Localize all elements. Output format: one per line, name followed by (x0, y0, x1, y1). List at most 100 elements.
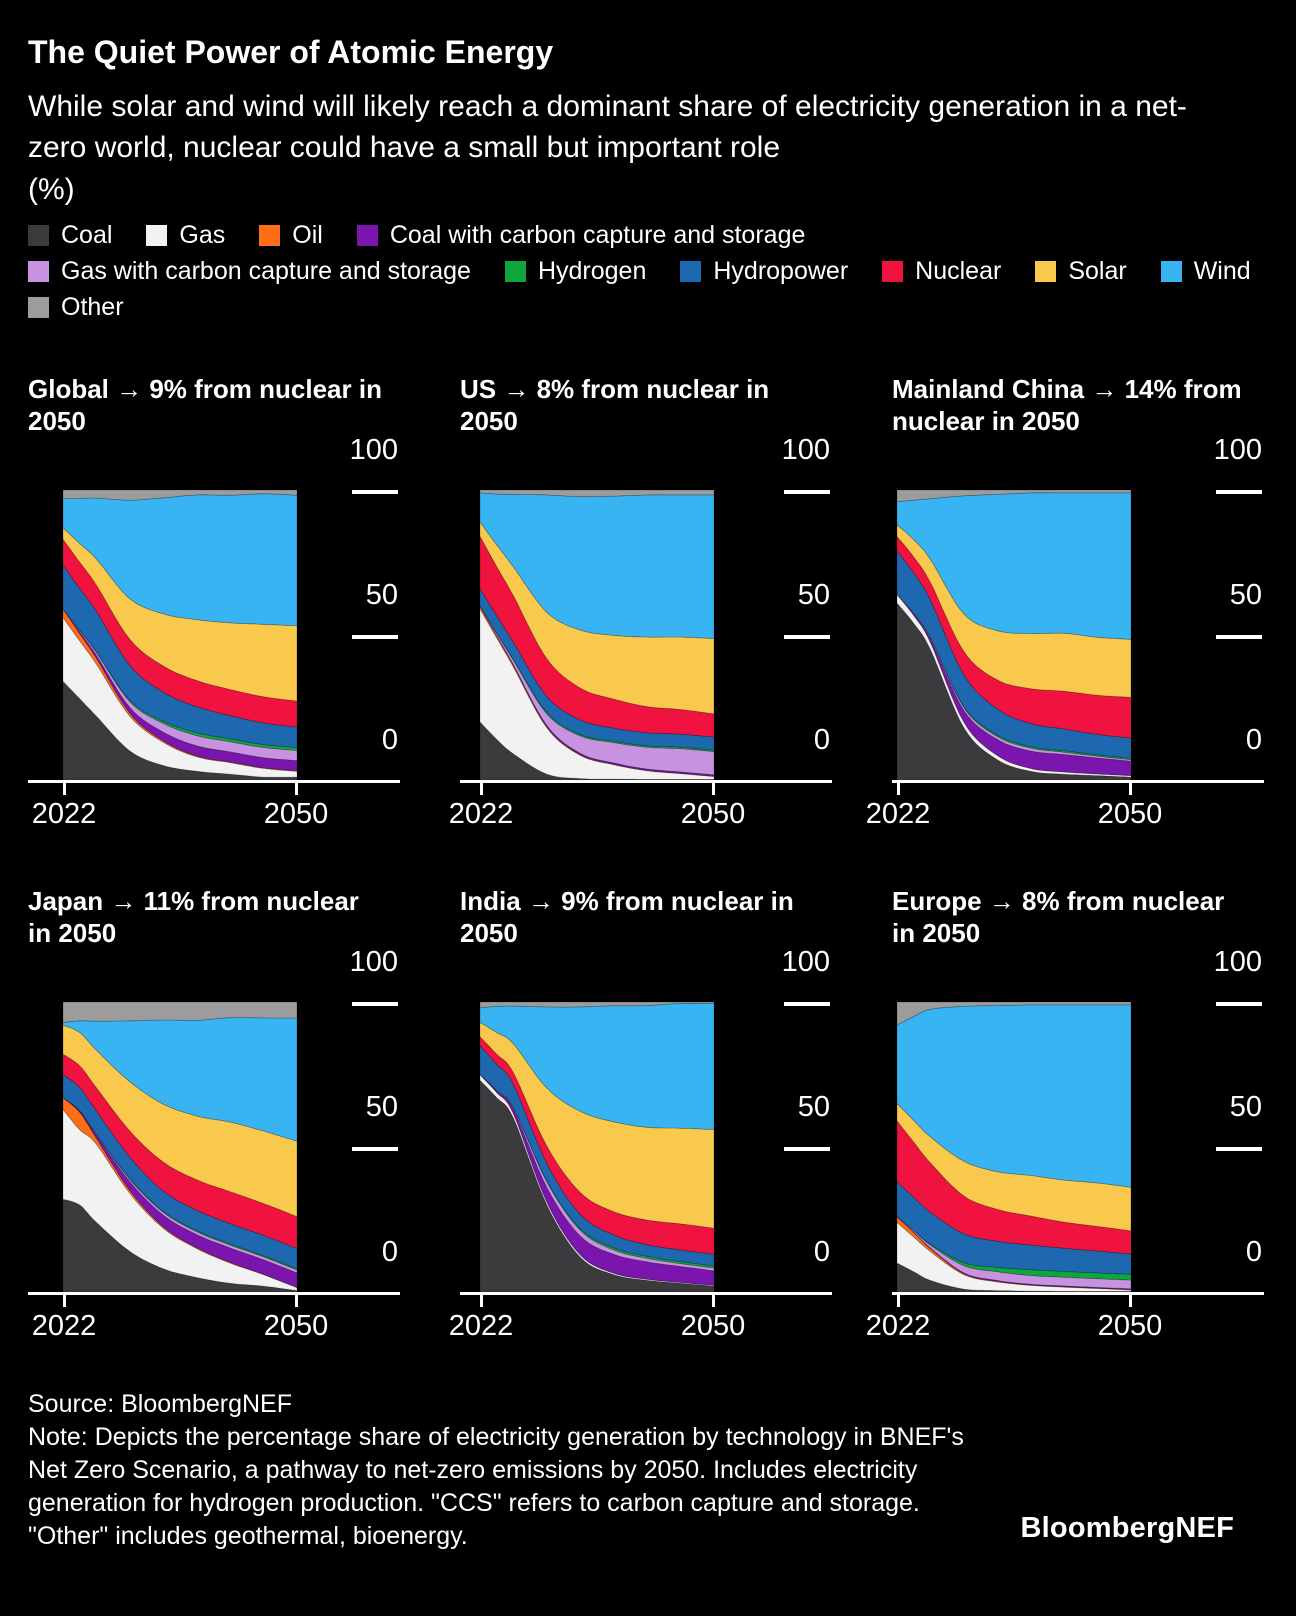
chart-mainland-china: Mainland China → 14% from nuclear in 205… (864, 360, 1296, 872)
area-other (63, 490, 297, 501)
legend-label: Gas with carbon capture and storage (61, 257, 471, 285)
x-axis-line (460, 1292, 832, 1295)
x-axis-tick (1129, 1292, 1132, 1307)
x-axis-label-2050: 2050 (680, 1310, 746, 1342)
x-axis-tick (295, 780, 298, 795)
x-axis-tick (63, 780, 66, 795)
y-axis-tick (784, 1002, 830, 1006)
note-text: Note: Depicts the percentage share of el… (28, 1423, 964, 1550)
area-other (480, 1002, 714, 1009)
area-gas (480, 1073, 714, 1287)
y-axis-label-0: 0 (1245, 724, 1262, 756)
y-axis-label-0: 0 (381, 724, 398, 756)
unit-label: (%) (28, 172, 75, 206)
y-axis-tick (784, 635, 830, 639)
x-axis-line (460, 780, 832, 783)
y-axis-label-100: 100 (1213, 434, 1262, 466)
y-axis-tick (352, 490, 398, 494)
y-axis-label-100: 100 (349, 434, 398, 466)
legend-item-oil: Oil (259, 221, 323, 249)
x-axis-tick (712, 1292, 715, 1307)
area-oil (63, 608, 297, 772)
y-axis-label-50: 50 (1229, 1091, 1262, 1123)
x-axis-tick (897, 780, 900, 795)
legend-swatch-solar-icon (1035, 261, 1057, 282)
y-axis-label-100: 100 (781, 946, 830, 978)
area-other (63, 1002, 297, 1023)
y-axis-tick (1216, 1002, 1262, 1006)
stacked-area-plot-india (480, 1002, 714, 1292)
x-axis-tick (295, 1292, 298, 1307)
chart-title-us: US → 8% from nuclear in 2050 (460, 374, 770, 437)
chart-us: US → 8% from nuclear in 2050 100 50 0 2022 20… (432, 360, 864, 872)
legend-swatch-hydrogen-icon (504, 261, 526, 282)
area-hydropower (480, 587, 714, 751)
legend-label: Wind (1193, 257, 1251, 285)
legend-label: Nuclear (915, 257, 1002, 285)
x-axis-label-2022: 2022 (31, 1310, 97, 1342)
legend-label: Solar (1068, 257, 1127, 285)
page-title: The Quiet Power of Atomic Energy (28, 34, 554, 70)
legend-label: Coal with carbon capture and storage (389, 221, 806, 249)
legend-label: Other (61, 293, 124, 321)
y-axis-tick (784, 490, 830, 494)
y-axis-label-100: 100 (781, 434, 830, 466)
legend-item-wind: Wind (1160, 257, 1251, 285)
y-axis-tick (1216, 490, 1262, 494)
x-axis-tick (63, 1292, 66, 1307)
x-axis-label-2022: 2022 (31, 798, 97, 830)
x-axis-line (28, 780, 400, 783)
legend-item-gas-with-carbon-capture-and-storage: Gas with carbon capture and storage (28, 257, 471, 285)
area-oil (480, 605, 714, 777)
x-axis-label-2050: 2050 (680, 798, 746, 830)
y-axis-tick (352, 635, 398, 639)
area-solar (897, 1102, 1131, 1232)
y-axis-label-100: 100 (349, 946, 398, 978)
legend-label: Hydropower (713, 257, 849, 285)
x-axis-label-2050: 2050 (263, 1310, 329, 1342)
x-axis-tick (897, 1292, 900, 1307)
area-other (480, 490, 714, 498)
source-line: Source: BloombergNEF (28, 1390, 293, 1418)
legend-swatch-coal-with-carbon-capture-and-storage-icon (356, 225, 378, 246)
legend-swatch-wind-icon (1160, 261, 1182, 282)
area-other (897, 1002, 1131, 1026)
y-axis-tick (352, 1147, 398, 1151)
x-axis-tick (480, 1292, 483, 1307)
x-axis-label-2050: 2050 (1097, 1310, 1163, 1342)
legend: Coal Gas Oil Coal with carbon capture and s… (28, 221, 1278, 321)
y-axis-label-50: 50 (797, 579, 830, 611)
area-oil (897, 1216, 1131, 1291)
y-axis-label-50: 50 (797, 1091, 830, 1123)
y-axis-label-0: 0 (1245, 1236, 1262, 1268)
y-axis-label-50: 50 (365, 579, 398, 611)
y-axis-tick (1216, 1147, 1262, 1151)
legend-item-hydrogen: Hydrogen (504, 257, 647, 285)
footer: Source: BloombergNEF Note: Depicts the p… (28, 1388, 998, 1553)
stacked-area-plot-global (63, 490, 297, 780)
chart-title-europe: Europe → 8% from nuclear in 2050 (892, 886, 1225, 949)
x-axis-line (28, 1292, 400, 1295)
legend-swatch-gas-with-carbon-capture-and-storage-icon (28, 261, 49, 282)
chart-japan: Japan → 11% from nuclear in 2050 100 50 0 20… (0, 872, 432, 1384)
legend-item-coal: Coal (28, 221, 112, 249)
area-coal (897, 1262, 1131, 1292)
charts-grid: Global → 9% from nuclear in 2050 100 50 0 20… (0, 360, 1296, 1384)
area-wind (63, 493, 297, 627)
stacked-area-plot-mainland-china (897, 490, 1131, 780)
x-axis-line (892, 780, 1264, 783)
chart-india: India → 9% from nuclear in 2050 100 50 0 202… (432, 872, 864, 1384)
chart-global: Global → 9% from nuclear in 2050 100 50 0 20… (0, 360, 432, 872)
y-axis-tick (1216, 635, 1262, 639)
stacked-area-plot-europe (897, 1002, 1131, 1292)
x-axis-label-2022: 2022 (448, 798, 514, 830)
legend-item-hydropower: Hydropower (680, 257, 849, 285)
x-axis-label-2022: 2022 (865, 798, 931, 830)
legend-label: Hydrogen (537, 257, 647, 285)
y-axis-tick (352, 1002, 398, 1006)
y-axis-label-0: 0 (381, 1236, 398, 1268)
legend-item-other: Other (28, 293, 124, 321)
area-hydropower (63, 1074, 297, 1270)
x-axis-label-2022: 2022 (865, 1310, 931, 1342)
